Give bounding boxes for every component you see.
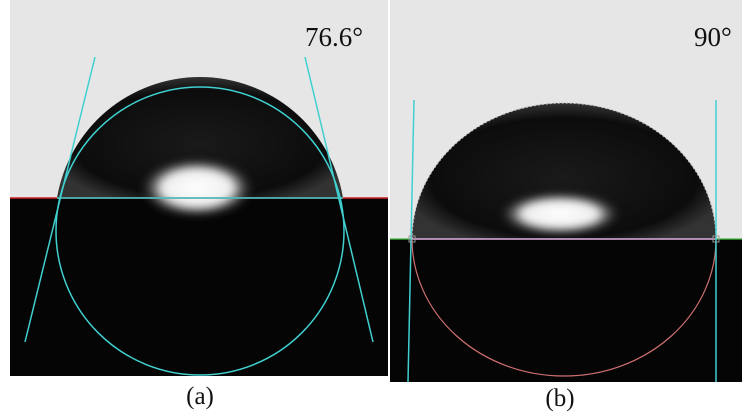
- fit-upper: [411, 102, 717, 240]
- substrate: [390, 239, 742, 382]
- droplet: [412, 103, 716, 239]
- panel-b: [390, 0, 742, 382]
- fit-lower: [411, 238, 717, 377]
- highlight: [139, 158, 255, 218]
- tangent-line: [407, 99, 415, 382]
- caption: (a): [186, 383, 214, 410]
- droplet: [57, 77, 343, 198]
- caption: (b): [545, 385, 574, 412]
- angle-label: 76.6°: [305, 22, 363, 52]
- highlight: [498, 192, 622, 236]
- tangent-line: [304, 56, 374, 343]
- contact-point: [408, 235, 416, 243]
- tangent-line: [24, 56, 96, 343]
- substrate: [10, 198, 388, 376]
- panel-a: [10, 0, 388, 376]
- fit-circle: [55, 86, 345, 376]
- angle-label: 90°: [694, 22, 732, 52]
- contact-point: [712, 235, 720, 243]
